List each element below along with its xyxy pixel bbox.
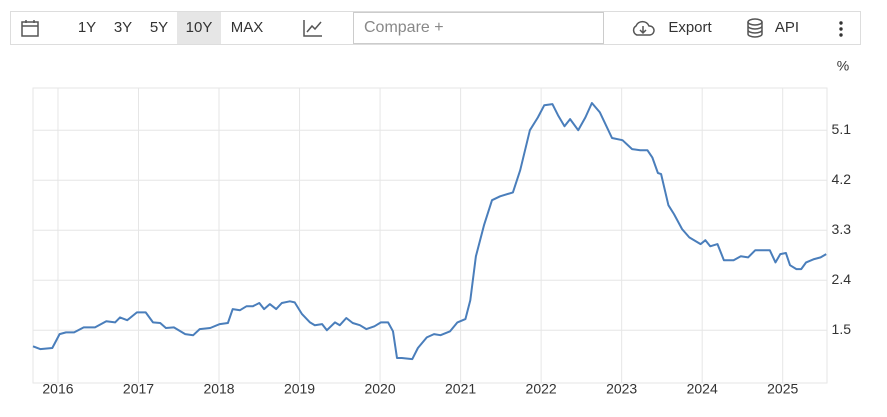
range-button[interactable]: 5Y [149, 19, 169, 36]
range-button[interactable]: 1Y [77, 19, 97, 36]
x-tick-label: 2025 [767, 381, 798, 397]
y-tick-label: 1.5 [832, 321, 852, 337]
x-tick-label: 2023 [606, 381, 637, 397]
export-button[interactable]: Export [668, 19, 712, 36]
x-tick-label: 2016 [42, 381, 73, 397]
y-tick-label: 5.1 [832, 121, 852, 137]
api-button[interactable]: API [774, 19, 800, 36]
menu-icon[interactable] [837, 20, 845, 38]
x-tick-label: 2017 [123, 381, 154, 397]
x-tick-label: 2018 [203, 381, 234, 397]
x-tick-label: 2020 [364, 381, 395, 397]
x-tick-label: 2022 [526, 381, 557, 397]
y-tick-label: 2.4 [832, 271, 852, 287]
calendar-icon[interactable] [21, 19, 39, 37]
api-icon[interactable] [746, 18, 764, 38]
compare-input[interactable]: Compare + [353, 12, 604, 44]
chart-type-icon[interactable] [303, 19, 323, 37]
x-tick-label: 2024 [687, 381, 718, 397]
y-tick-label: 4.2 [832, 171, 852, 187]
export-icon[interactable] [631, 20, 655, 38]
x-tick-label: 2019 [284, 381, 315, 397]
y-tick-label: 3.3 [832, 221, 852, 237]
y-unit: % [837, 58, 849, 74]
x-tick-label: 2021 [445, 381, 476, 397]
plot-frame [32, 87, 828, 384]
range-button[interactable]: MAX [230, 19, 264, 36]
toolbar: 1Y 3Y 5Y 10Y MAX Compare + Export API [10, 11, 861, 45]
range-button[interactable]: 10Y [177, 12, 221, 44]
range-button[interactable]: 3Y [113, 19, 133, 36]
data-line [32, 102, 827, 361]
